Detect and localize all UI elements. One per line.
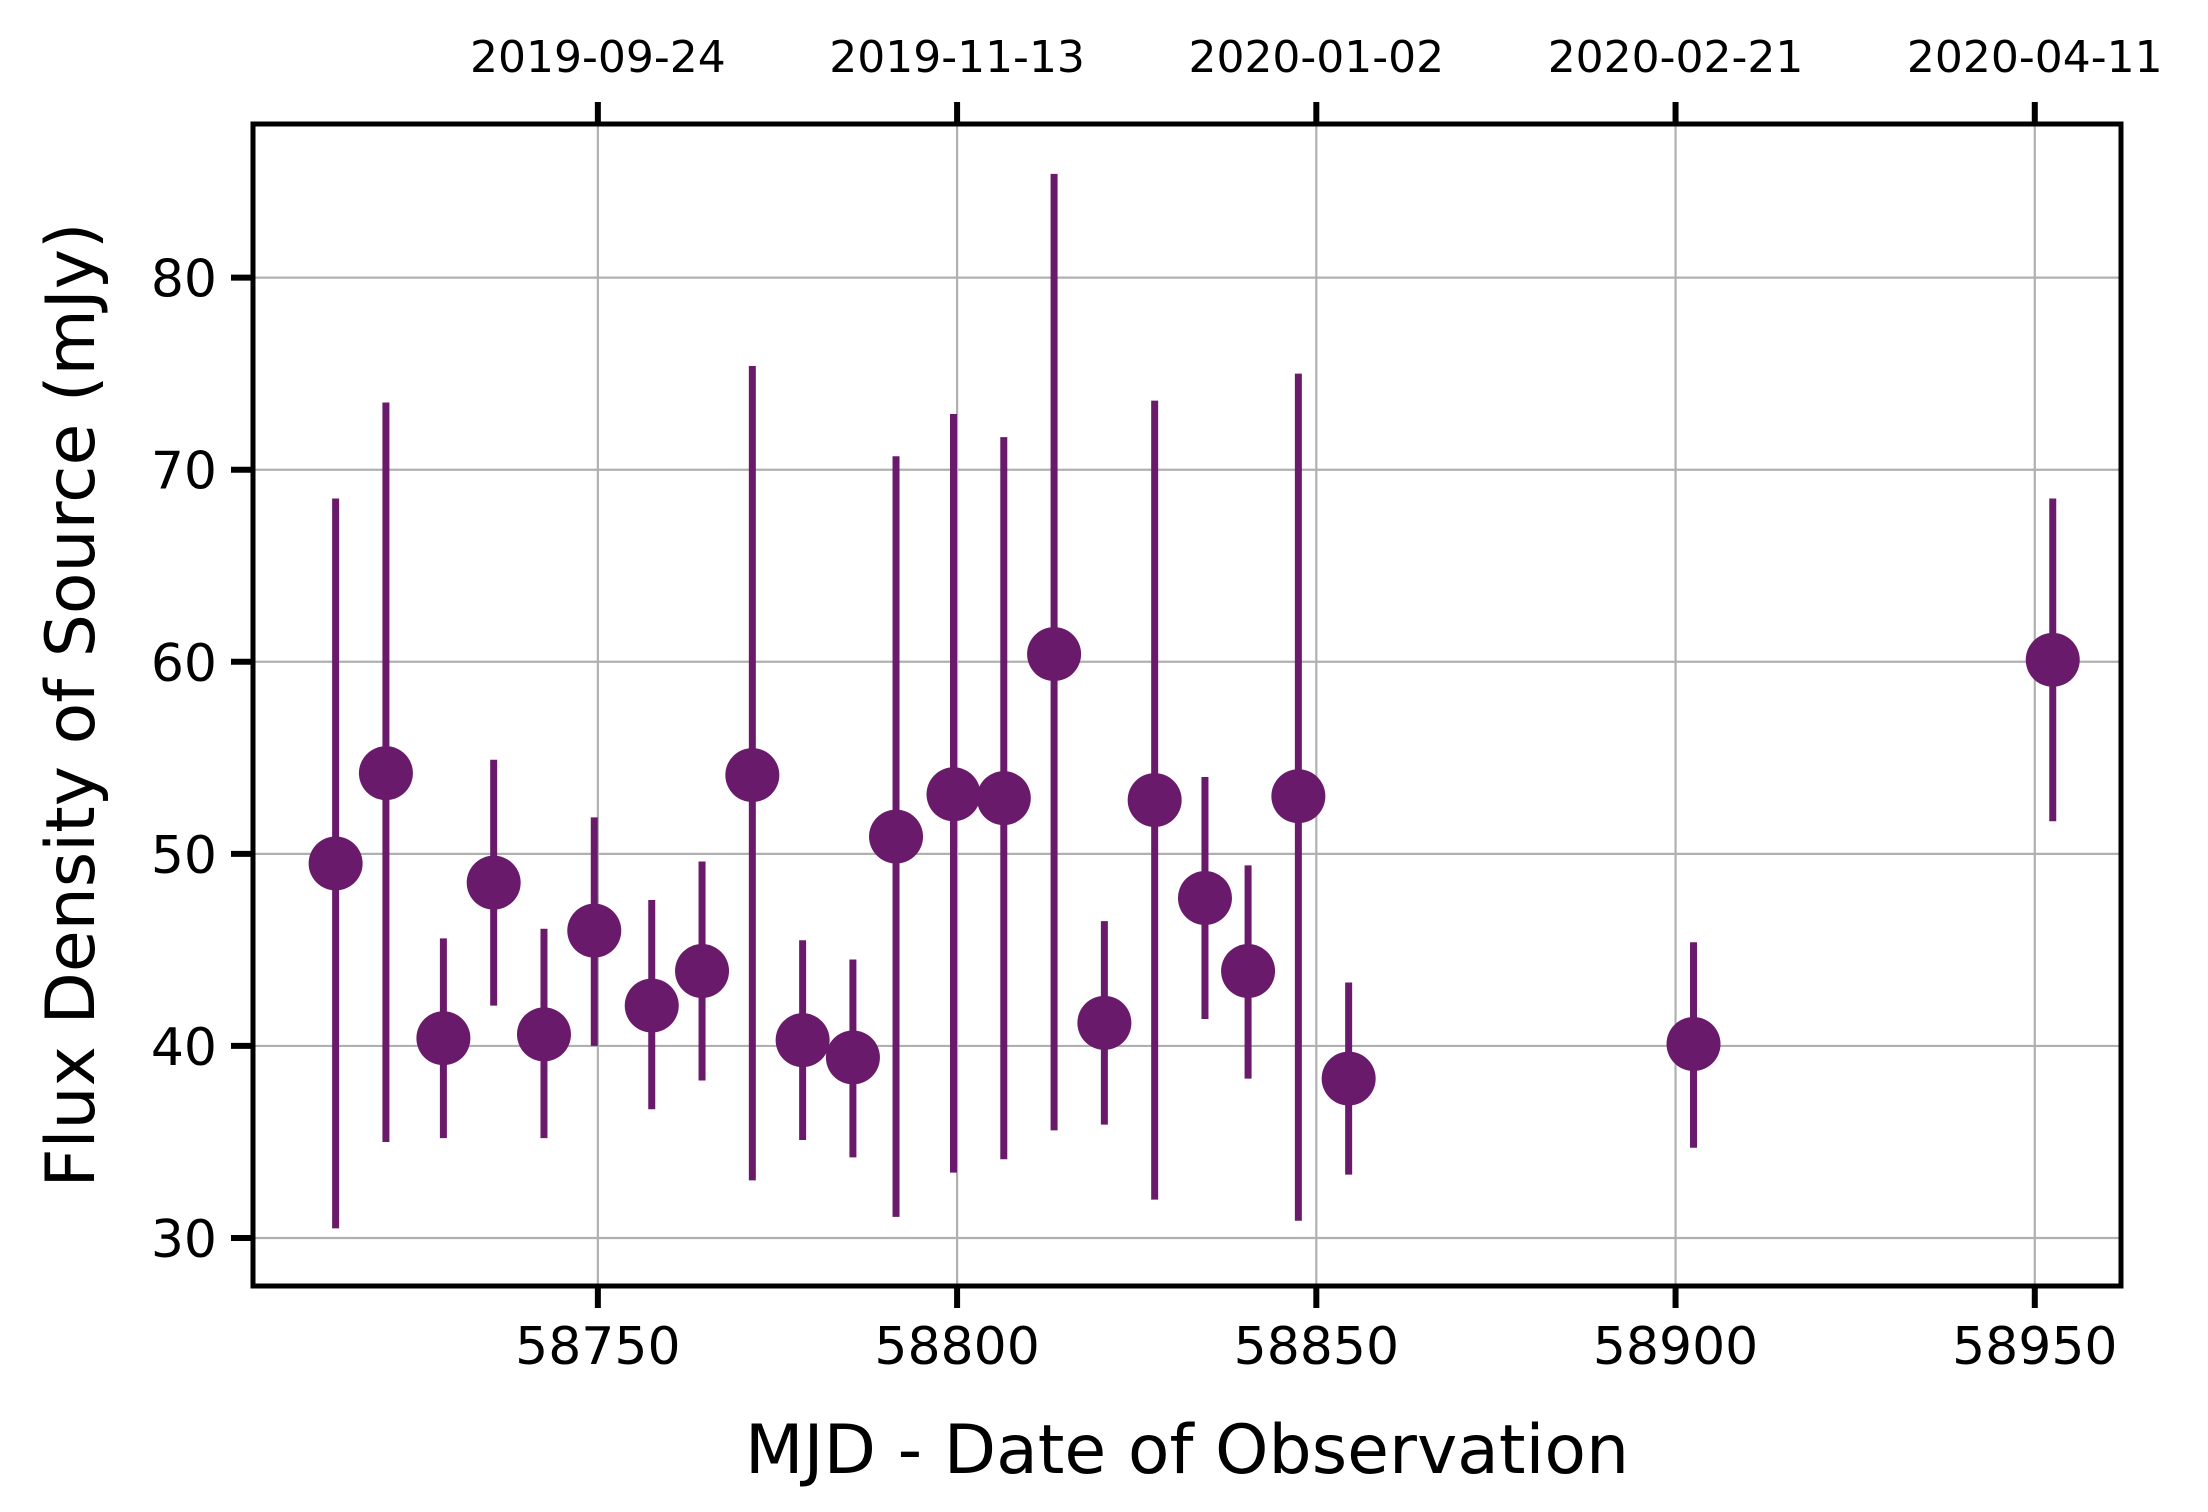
ticks: 58750 58800 58850 58900 58950 30 40 50 60 70 80 201… [151, 32, 2163, 1377]
x-tick-label: 58950 [1952, 1317, 2117, 1377]
data-point [466, 855, 521, 910]
top-tick-label: 2020-04-11 [1907, 32, 2163, 83]
x-tick-label: 58900 [1593, 1317, 1758, 1377]
data-point [825, 1030, 880, 1085]
data-point [416, 1011, 471, 1066]
y-axis-title: Flux Density of Source (mJy) [32, 222, 111, 1187]
data-point [926, 767, 981, 822]
data-point [2025, 632, 2080, 687]
y-tick-label: 30 [151, 1210, 217, 1270]
grid [253, 124, 2121, 1286]
x-axis-title: MJD - Date of Observation [745, 1411, 1629, 1490]
data-point [567, 903, 622, 958]
data-point [869, 809, 924, 864]
data-point [1077, 995, 1132, 1050]
y-tick-label: 80 [151, 250, 217, 310]
x-tick-label: 58800 [874, 1317, 1039, 1377]
data-point [516, 1007, 571, 1062]
data-point [308, 836, 363, 891]
top-tick-label: 2019-09-24 [470, 32, 726, 83]
data-point [1027, 627, 1082, 682]
data-point [624, 978, 679, 1033]
data-point [775, 1013, 830, 1068]
plot-frame [250, 121, 2124, 1289]
y-tick-label: 50 [151, 826, 217, 886]
y-tick-label: 60 [151, 634, 217, 694]
data-point [1221, 944, 1276, 999]
x-tick-label: 58850 [1234, 1317, 1399, 1377]
top-tick-label: 2019-11-13 [829, 32, 1085, 83]
data-point [1666, 1016, 1721, 1071]
data-point [1177, 871, 1232, 926]
data-point [725, 748, 780, 803]
data-point [675, 944, 730, 999]
top-tick-label: 2020-02-21 [1548, 32, 1804, 83]
data-point [1127, 773, 1182, 828]
data-point [1271, 769, 1326, 824]
data-markers [308, 627, 2080, 1106]
x-tick-label: 58750 [515, 1317, 680, 1377]
data-point [1321, 1051, 1376, 1106]
data-point [976, 771, 1031, 826]
y-tick-label: 40 [151, 1018, 217, 1078]
top-tick-label: 2020-01-02 [1188, 32, 1444, 83]
y-tick-label: 70 [151, 442, 217, 502]
data-point [358, 746, 413, 801]
